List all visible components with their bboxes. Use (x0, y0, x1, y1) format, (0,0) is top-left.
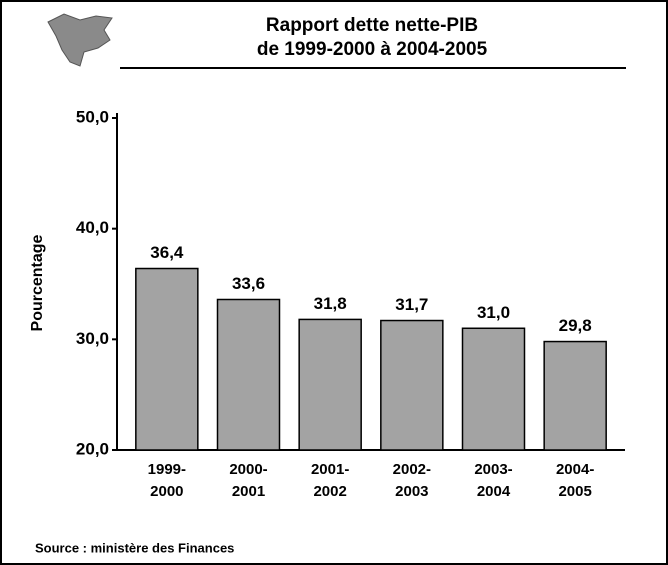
value-label: 33,6 (232, 274, 265, 293)
x-tick-label: 2003-2004 (474, 461, 512, 500)
x-tick-label: 2001-2002 (311, 461, 349, 500)
value-label: 31,7 (395, 295, 428, 314)
y-tick-label: 50,0 (76, 107, 109, 126)
map-icon (47, 13, 113, 67)
value-label: 31,8 (314, 294, 347, 313)
chart-title: de 1999-2000 à 2004-2005 (257, 39, 488, 60)
y-tick-label: 40,0 (76, 218, 109, 237)
x-tick-label: 2002-2003 (393, 461, 431, 500)
value-label: 36,4 (150, 243, 184, 262)
y-axis-label: Pourcentage (29, 234, 46, 331)
x-tick-label: 2004-2005 (556, 461, 594, 500)
bar (135, 267, 199, 451)
bar (461, 327, 526, 451)
x-tick-label: 1999-2000 (148, 461, 186, 500)
bar (298, 318, 362, 451)
bar (543, 340, 607, 451)
source: Source : ministère des Finances (35, 540, 234, 555)
x-tick-label: 2000-2001 (229, 461, 267, 500)
y-tick-label: 30,0 (76, 329, 109, 348)
bar (216, 298, 281, 451)
bar (380, 319, 444, 451)
chart-title: Rapport dette nette-PIB (266, 15, 478, 36)
value-label: 31,0 (477, 303, 510, 322)
value-label: 29,8 (559, 316, 592, 335)
y-tick-label: 20,0 (76, 439, 109, 458)
